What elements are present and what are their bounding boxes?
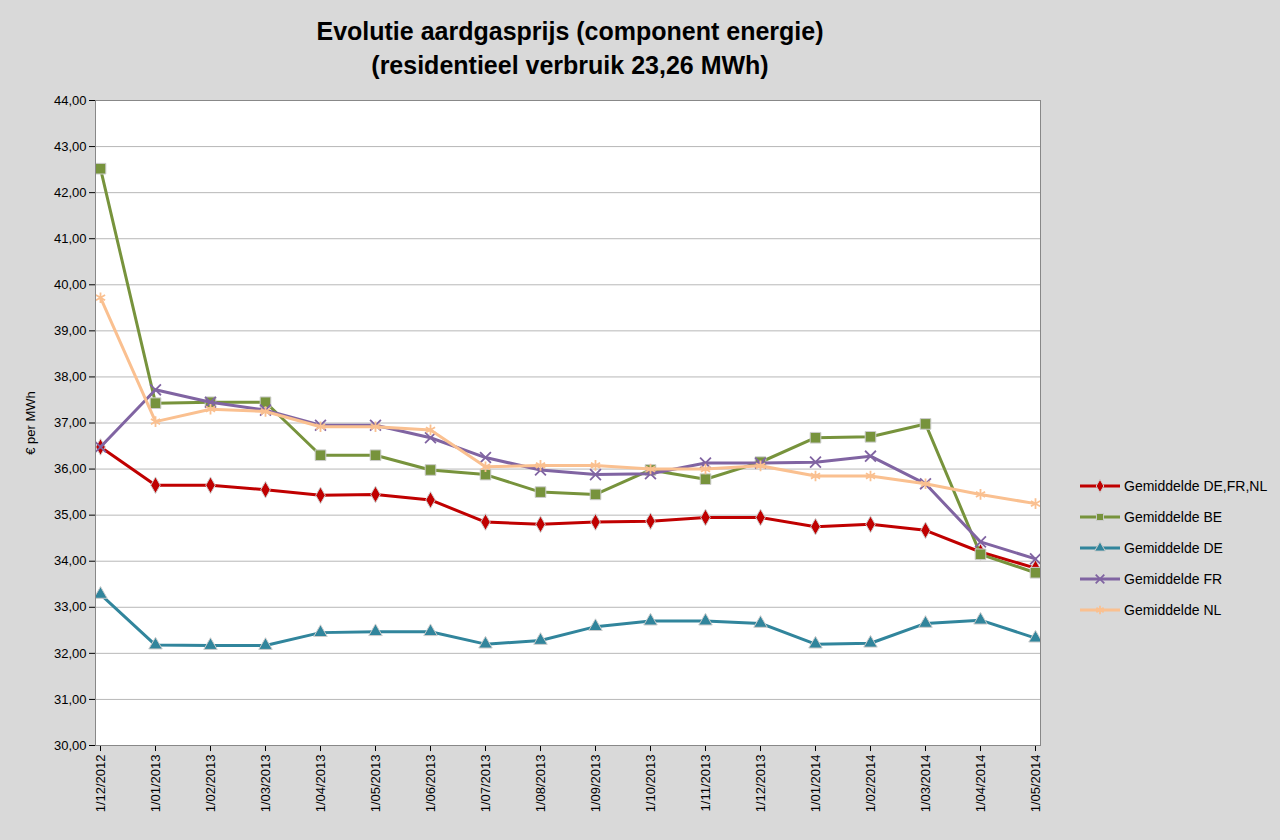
- svg-text:1/05/2014: 1/05/2014: [1028, 755, 1043, 813]
- html-text:Gemiddelde DE: Gemiddelde DE: [1124, 539, 1223, 556]
- svg-text:1/02/2014: 1/02/2014: [863, 755, 878, 813]
- svg-text:1/03/2013: 1/03/2013: [258, 755, 273, 813]
- svg-text:41,00: 41,00: [54, 231, 87, 246]
- svg-text:1/04/2014: 1/04/2014: [973, 755, 988, 813]
- html-text:Gemiddelde BE: Gemiddelde BE: [1124, 508, 1223, 525]
- html-text:Evolutie aardgasprijs (compone: Evolutie aardgasprijs (component energie…: [316, 17, 824, 45]
- svg-text:1/11/2013: 1/11/2013: [698, 755, 713, 812]
- svg-text:1/12/2012: 1/12/2012: [93, 755, 108, 813]
- svg-text:1/01/2014: 1/01/2014: [808, 755, 823, 813]
- svg-text:43,00: 43,00: [54, 139, 87, 154]
- svg-text:40,00: 40,00: [54, 277, 87, 292]
- svg-text:1/09/2013: 1/09/2013: [588, 755, 603, 813]
- svg-text:42,00: 42,00: [54, 185, 87, 200]
- html-text:(residentieel verbruik 23,26 M: (residentieel verbruik 23,26 MWh): [371, 51, 769, 79]
- svg-text:32,00: 32,00: [54, 646, 87, 661]
- svg-text:30,00: 30,00: [54, 738, 87, 753]
- svg-text:34,00: 34,00: [54, 553, 87, 568]
- svg-text:1/06/2013: 1/06/2013: [423, 755, 438, 813]
- svg-text:1/05/2013: 1/05/2013: [368, 755, 383, 813]
- svg-text:33,00: 33,00: [54, 599, 87, 614]
- html-text:Gemiddelde NL: Gemiddelde NL: [1124, 601, 1222, 618]
- svg-text:1/04/2013: 1/04/2013: [313, 755, 328, 813]
- svg-text:1/01/2013: 1/01/2013: [148, 755, 163, 813]
- svg-text:38,00: 38,00: [54, 369, 87, 384]
- svg-text:1/03/2014: 1/03/2014: [918, 755, 933, 813]
- svg-text:35,00: 35,00: [54, 507, 87, 522]
- svg-text:1/12/2013: 1/12/2013: [753, 755, 768, 813]
- svg-text:37,00: 37,00: [54, 415, 87, 430]
- svg-text:1/10/2013: 1/10/2013: [643, 755, 658, 813]
- svg-text:31,00: 31,00: [54, 692, 87, 707]
- svg-text:36,00: 36,00: [54, 461, 87, 476]
- svg-text:44,00: 44,00: [54, 93, 87, 108]
- html-text:Gemiddelde FR: Gemiddelde FR: [1124, 570, 1222, 587]
- svg-text:1/08/2013: 1/08/2013: [533, 755, 548, 813]
- svg-text:€ per MWh: € per MWh: [23, 391, 38, 455]
- html-text:Gemiddelde DE,FR,NL: Gemiddelde DE,FR,NL: [1124, 477, 1268, 494]
- svg-text:1/07/2013: 1/07/2013: [478, 755, 493, 813]
- svg-text:39,00: 39,00: [54, 323, 87, 338]
- svg-text:1/02/2013: 1/02/2013: [203, 755, 218, 813]
